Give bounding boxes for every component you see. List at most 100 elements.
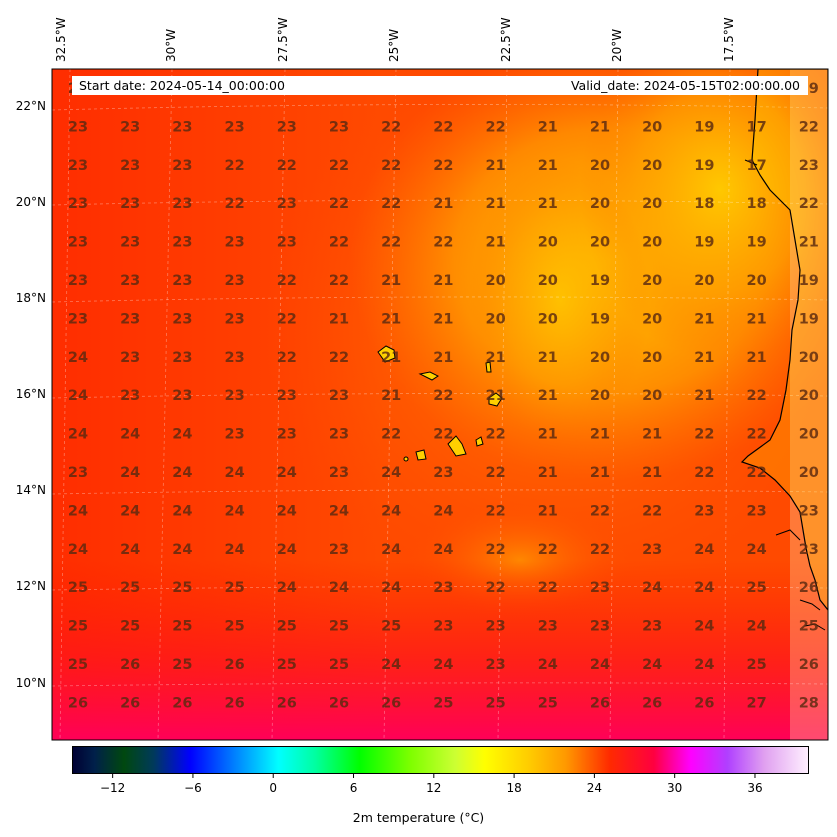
lon-label: 30°W	[164, 28, 178, 62]
grid-value: 25	[172, 580, 192, 596]
grid-value: 25	[120, 580, 140, 596]
grid-value: 24	[381, 580, 401, 596]
grid-value: 20	[590, 158, 610, 174]
grid-value: 22	[486, 427, 506, 443]
grid-value: 20	[642, 196, 662, 212]
grid-value: 24	[68, 388, 88, 404]
grid-value: 23	[120, 311, 140, 327]
grid-value: 23	[120, 388, 140, 404]
grid-value: 23	[225, 119, 245, 135]
grid-value: 26	[799, 657, 819, 673]
grid-value: 21	[433, 273, 453, 289]
grid-value: 19	[694, 235, 714, 251]
grid-value: 23	[329, 427, 349, 443]
grid-value: 21	[590, 427, 610, 443]
grid-value: 25	[381, 619, 401, 635]
grid-value: 22	[694, 465, 714, 481]
grid-value: 20	[486, 311, 506, 327]
grid-value: 21	[433, 196, 453, 212]
grid-value: 24	[381, 657, 401, 673]
colorbar-title: 2m temperature (°C)	[352, 810, 485, 825]
grid-value: 21	[381, 388, 401, 404]
grid-value: 23	[120, 158, 140, 174]
grid-value: 21	[538, 388, 558, 404]
grid-value: 21	[486, 158, 506, 174]
colorbar-tick-label: 6	[350, 781, 358, 795]
grid-value: 20	[799, 388, 819, 404]
grid-value: 20	[538, 311, 558, 327]
lon-label: 32.5°W	[54, 17, 68, 62]
grid-value: 21	[538, 158, 558, 174]
grid-value: 24	[329, 580, 349, 596]
grid-value: 19	[694, 158, 714, 174]
grid-value: 21	[590, 119, 610, 135]
temperature-field	[52, 69, 828, 740]
grid-value: 20	[590, 388, 610, 404]
grid-value: 17	[747, 158, 767, 174]
grid-value: 20	[590, 196, 610, 212]
grid-value: 25	[68, 619, 88, 635]
grid-value: 25	[747, 657, 767, 673]
grid-value: 24	[538, 657, 558, 673]
grid-value: 22	[486, 580, 506, 596]
grid-value: 25	[329, 619, 349, 635]
grid-value: 22	[799, 119, 819, 135]
grid-value: 22	[329, 158, 349, 174]
grid-value: 22	[433, 388, 453, 404]
grid-value: 21	[538, 503, 558, 519]
grid-value: 24	[225, 465, 245, 481]
grid-value: 23	[68, 465, 88, 481]
grid-value: 22	[433, 158, 453, 174]
grid-value: 22	[277, 350, 297, 366]
grid-value: 23	[277, 235, 297, 251]
grid-value: 24	[172, 427, 192, 443]
colorbar-tick-label: −12	[100, 781, 125, 795]
grid-value: 23	[799, 158, 819, 174]
grid-value: 21	[747, 311, 767, 327]
grid-value: 22	[329, 235, 349, 251]
grid-value: 21	[433, 350, 453, 366]
grid-value: 18	[747, 196, 767, 212]
grid-value: 21	[381, 311, 401, 327]
grid-value: 23	[329, 465, 349, 481]
grid-value: 22	[277, 158, 297, 174]
grid-value: 21	[381, 273, 401, 289]
grid-value: 22	[747, 465, 767, 481]
grid-value: 23	[172, 235, 192, 251]
grid-value: 24	[329, 503, 349, 519]
grid-value: 22	[590, 503, 610, 519]
grid-value: 23	[120, 350, 140, 366]
grid-value: 20	[694, 273, 714, 289]
grid-value: 21	[486, 350, 506, 366]
grid-value: 24	[277, 503, 297, 519]
grid-value: 20	[642, 273, 662, 289]
grid-value: 25	[172, 657, 192, 673]
grid-value: 25	[68, 657, 88, 673]
grid-value: 22	[277, 273, 297, 289]
grid-value: 22	[433, 119, 453, 135]
grid-value: 22	[538, 580, 558, 596]
grid-value: 20	[642, 158, 662, 174]
colorbar-tick-label: 18	[506, 781, 521, 795]
grid-value: 21	[538, 196, 558, 212]
date-header: Start date: 2024-05-14_00:00:00 Valid_da…	[72, 76, 808, 95]
grid-value: 24	[68, 427, 88, 443]
grid-value: 23	[68, 119, 88, 135]
grid-value: 24	[120, 542, 140, 558]
grid-value: 26	[329, 695, 349, 711]
grid-value: 21	[642, 427, 662, 443]
grid-value: 23	[120, 273, 140, 289]
grid-value: 25	[120, 619, 140, 635]
grid-value: 21	[486, 196, 506, 212]
grid-value: 24	[642, 657, 662, 673]
grid-value: 22	[486, 542, 506, 558]
grid-value: 21	[538, 465, 558, 481]
grid-value: 22	[486, 119, 506, 135]
grid-value: 20	[642, 235, 662, 251]
grid-value: 24	[277, 542, 297, 558]
grid-value: 23	[172, 119, 192, 135]
grid-value: 22	[747, 388, 767, 404]
grid-value: 24	[433, 503, 453, 519]
grid-value: 26	[799, 580, 819, 596]
grid-value: 25	[433, 695, 453, 711]
